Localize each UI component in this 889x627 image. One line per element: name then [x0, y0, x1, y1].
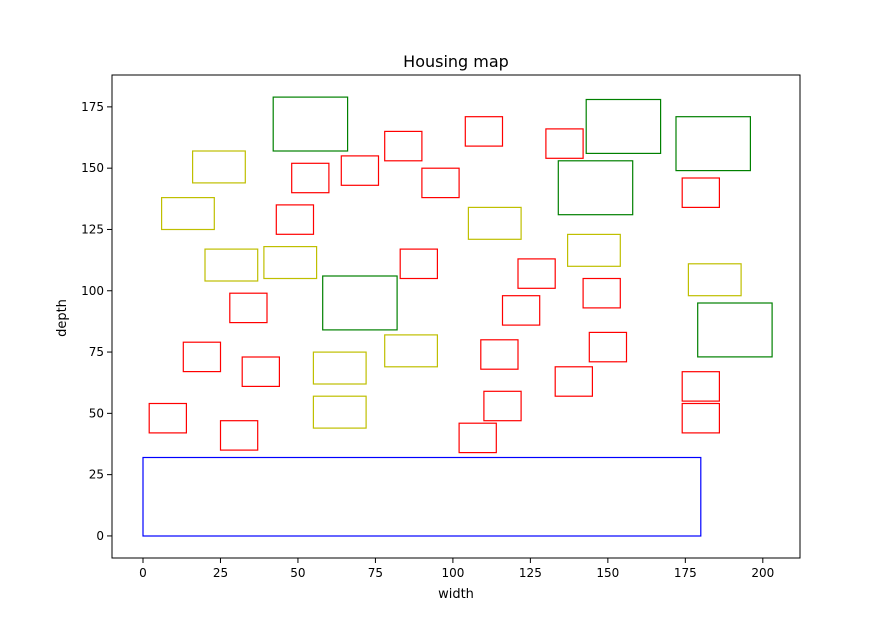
y-axis-label: depth [55, 299, 70, 337]
y-tick-label: 100 [81, 284, 104, 298]
house-rect [192, 150, 246, 184]
x-tick-label: 200 [751, 566, 774, 580]
house-rect [681, 177, 721, 208]
x-tick-label: 75 [368, 566, 383, 580]
house-rect [219, 420, 259, 451]
x-tick-label: 100 [441, 566, 464, 580]
house-rect [585, 98, 662, 155]
house-rect [204, 248, 259, 282]
house-rect [464, 116, 504, 147]
house-rect [480, 339, 519, 370]
plot-marks [142, 96, 773, 537]
house-rect [399, 248, 439, 280]
house-rect [241, 356, 280, 387]
house-rect [272, 96, 349, 152]
x-tick-label: 150 [596, 566, 619, 580]
house-rect [687, 263, 742, 297]
x-tick-label: 25 [213, 566, 228, 580]
x-tick-label: 125 [519, 566, 542, 580]
y-tick-label: 0 [96, 529, 104, 543]
y-tick-label: 175 [81, 100, 104, 114]
house-rect [161, 197, 215, 231]
house-rect [384, 334, 439, 368]
house-rect [681, 402, 721, 434]
y-tick-label: 50 [89, 406, 104, 420]
house-rect [148, 402, 187, 434]
y-tick-label: 75 [89, 345, 104, 359]
house-rect [566, 233, 621, 267]
x-tick-label: 175 [674, 566, 697, 580]
house-rect [467, 206, 522, 240]
house-rect [483, 390, 522, 422]
house-rect [557, 160, 634, 216]
house-rect [681, 371, 721, 402]
house-rect [421, 167, 460, 199]
house-rect [229, 292, 268, 324]
house-rect [458, 422, 497, 454]
house-rect [675, 116, 752, 172]
house-rect [263, 246, 318, 280]
x-axis-label: width [438, 587, 474, 602]
house-rect [517, 258, 556, 289]
house-rect [582, 277, 621, 309]
house-rect [384, 130, 423, 162]
y-tick-label: 150 [81, 161, 104, 175]
y-tick-label: 25 [89, 468, 104, 482]
plot-frame [111, 74, 801, 559]
house-rect [554, 366, 594, 397]
house-rect [312, 395, 367, 429]
house-rect [182, 341, 222, 373]
house-rect [340, 155, 380, 186]
house-rect [322, 275, 398, 331]
chart-title: Housing map [403, 52, 509, 71]
house-rect [545, 128, 584, 159]
x-tick-label: 50 [290, 566, 305, 580]
house-rect [588, 331, 628, 363]
x-axis-ticks: 0 25 50 75 100 125 150 175 200 [139, 558, 774, 580]
house-rect [291, 162, 330, 194]
house-rect [312, 351, 367, 385]
y-tick-label: 125 [81, 222, 104, 236]
house-rect [501, 295, 541, 326]
house-rect [697, 302, 773, 358]
x-tick-label: 0 [139, 566, 147, 580]
house-rect [142, 456, 702, 537]
y-axis-ticks: 0 25 50 75 100 125 150 175 [81, 100, 112, 543]
house-rect [275, 204, 315, 235]
